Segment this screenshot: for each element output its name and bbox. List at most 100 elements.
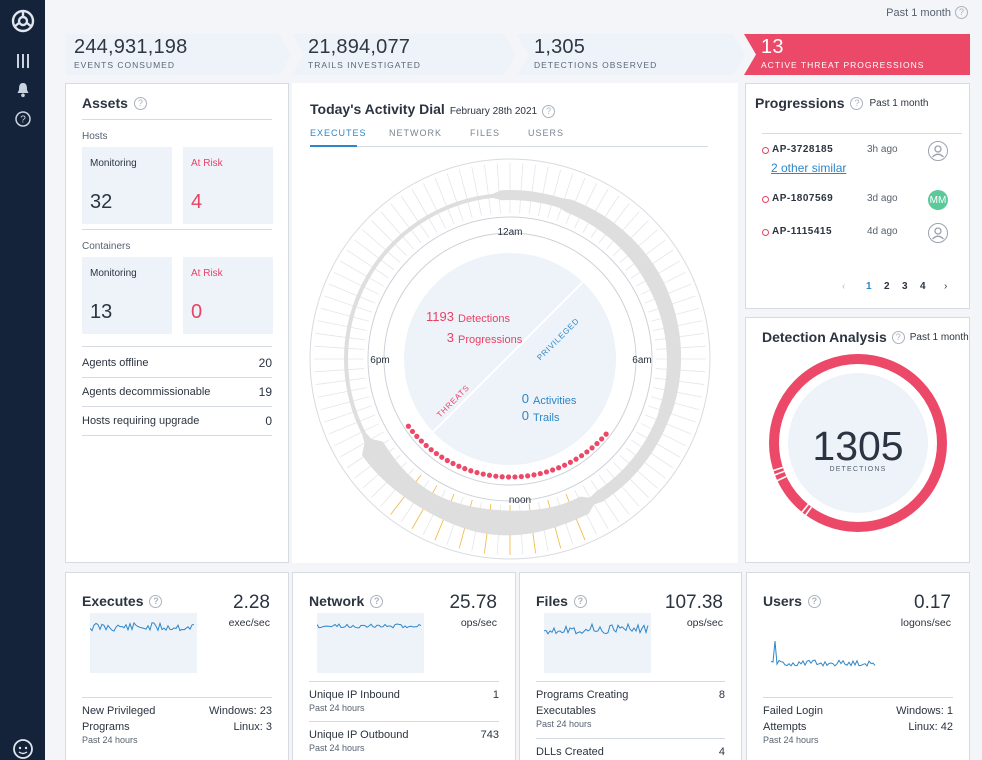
card-rate: 0.17: [914, 592, 951, 613]
tile-value: 32: [90, 191, 113, 213]
dial-tick: [605, 468, 640, 507]
tab-users[interactable]: USERS: [528, 128, 565, 138]
dial-tick: [471, 166, 482, 216]
agents-offline-row[interactable]: Agents offline 20: [82, 349, 272, 378]
chevron-right-icon[interactable]: ›: [944, 281, 948, 292]
dlls-created-row[interactable]: DLLs Created 4: [536, 738, 725, 760]
donut-ring: [769, 354, 947, 532]
dial-tick: [640, 423, 686, 447]
detection-donut[interactable]: 1305 DETECTIONS: [746, 318, 971, 564]
failed-login-attempts-row[interactable]: Failed Login Attempts Past 24 hours Wind…: [763, 697, 953, 753]
similar-link[interactable]: 2 other similar: [771, 161, 847, 175]
help-icon[interactable]: ?: [955, 6, 968, 19]
agents-decommissionable-row[interactable]: Agents decommissionable 19: [82, 378, 272, 407]
new-privileged-programs-row[interactable]: New Privileged Programs Past 24 hours Wi…: [82, 697, 272, 753]
stat-active-threat-progressions[interactable]: 13 Active threat progressions: [744, 34, 970, 75]
trails-value: 0: [522, 408, 529, 423]
side-nav: ?: [0, 0, 45, 760]
detection-dot: [428, 447, 434, 453]
card-rows: Unique IP Inbound Past 24 hours 1 Unique…: [309, 681, 499, 760]
unique-ip-outbound-row[interactable]: Unique IP Outbound Past 24 hours 743: [309, 721, 499, 760]
card-header: Executes?: [82, 593, 163, 609]
tab-files[interactable]: FILES: [470, 128, 501, 138]
page-1[interactable]: 1: [866, 281, 872, 292]
detection-analysis-header: Detection Analysis ? Past 1 month: [762, 329, 969, 345]
row-value-linux: Linux: 42: [908, 721, 953, 733]
tab-executes[interactable]: EXECUTES: [310, 128, 367, 138]
row-label: Agents decommissionable: [82, 386, 211, 398]
bell-icon[interactable]: [8, 77, 38, 103]
users-card[interactable]: Users? 0.17 logons/sec Failed Login Atte…: [746, 572, 970, 760]
page-3[interactable]: 3: [902, 281, 908, 292]
help-icon[interactable]: ?: [573, 594, 587, 608]
hosts-monitoring-tile[interactable]: Monitoring 32: [82, 147, 172, 224]
network-card[interactable]: Network? 25.78 ops/sec Unique IP Inbound…: [292, 572, 516, 760]
dial-header: Today's Activity Dial February 28th 2021…: [310, 101, 556, 118]
progressions-header: Progressions ? Past 1 month: [755, 95, 928, 111]
detection-dot: [444, 457, 450, 464]
page-4[interactable]: 4: [920, 281, 926, 292]
hosts-requiring-upgrade-row[interactable]: Hosts requiring upgrade 0: [82, 407, 272, 436]
help-icon[interactable]: ?: [149, 594, 163, 608]
stat-value: 244,931,198: [74, 36, 188, 58]
row-value: 0: [265, 414, 272, 428]
dial-tick: [314, 345, 365, 350]
help-icon[interactable]: ?: [370, 594, 384, 608]
hosts-at-risk-tile[interactable]: At Risk 4: [183, 147, 273, 224]
unique-ip-inbound-row[interactable]: Unique IP Inbound Past 24 hours 1: [309, 681, 499, 721]
help-icon[interactable]: ?: [542, 105, 556, 118]
help-icon[interactable]: ?: [807, 594, 821, 608]
dial-tick: [390, 203, 422, 244]
dial-title: Today's Activity Dial: [310, 101, 445, 117]
assignee-avatar[interactable]: MM: [928, 190, 948, 210]
help-icon[interactable]: ?: [850, 96, 864, 110]
stat-label: Trails investigated: [308, 60, 421, 70]
dial-tick: [446, 173, 464, 221]
unassigned-user-icon[interactable]: [928, 223, 948, 243]
dial-tick: [314, 368, 365, 373]
card-rate-unit: ops/sec: [686, 617, 723, 629]
help-icon[interactable]: ?: [133, 96, 147, 110]
dial-inner-ring: [367, 216, 653, 502]
help-icon[interactable]: ?: [891, 330, 905, 344]
progression-row[interactable]: AP-1115415 4d ago: [762, 223, 952, 243]
dial-tick: [315, 333, 366, 341]
detection-dot: [414, 433, 420, 439]
period-selector[interactable]: Past 1 month ?: [886, 6, 968, 19]
detection-dots: [405, 423, 609, 480]
programs-creating-executables-row[interactable]: Programs Creating Executables Past 24 ho…: [536, 681, 725, 738]
containers-monitoring-tile[interactable]: Monitoring 13: [82, 257, 172, 334]
activity-dial[interactable]: 12am 6am noon 6pm 1193 Detections 3 Prog…: [292, 83, 738, 563]
dial-tick: [650, 396, 700, 411]
detection-total-label: DETECTIONS: [829, 466, 886, 473]
active-tab-indicator: [310, 145, 357, 147]
tab-network[interactable]: NETWORK: [389, 128, 442, 138]
progression-row[interactable]: AP-1807569 3d ago MM: [762, 190, 952, 210]
user-avatar-icon[interactable]: [8, 736, 38, 760]
stat-label: Active threat progressions: [761, 60, 925, 70]
executes-card[interactable]: Executes? 2.28 exec/sec New Privileged P…: [65, 572, 289, 760]
files-card[interactable]: Files? 107.38 ops/sec Programs Creating …: [519, 572, 742, 760]
row-label: DLLs Created: [536, 746, 604, 758]
detection-dot: [462, 466, 468, 472]
unassigned-user-icon[interactable]: [928, 141, 948, 161]
progressions-title: Progressions: [755, 95, 845, 111]
chevron-left-icon[interactable]: ‹: [842, 281, 846, 292]
detection-dot: [567, 459, 573, 465]
dial-tick: [519, 163, 524, 214]
progression-row[interactable]: AP-3728185 3h ago: [762, 141, 952, 161]
containers-at-risk-tile[interactable]: At Risk 0: [183, 257, 273, 334]
dial-tick: [653, 387, 703, 398]
logo-icon[interactable]: [8, 6, 38, 36]
donut-gap: [805, 506, 813, 516]
containers-label: Containers: [82, 241, 131, 252]
help-icon[interactable]: ?: [8, 106, 38, 132]
assets-panel: Assets ? Hosts Monitoring 32 At Risk 4 C…: [65, 83, 289, 563]
hosts-label: Hosts: [82, 131, 108, 142]
dial-tick: [631, 439, 674, 469]
bars-icon[interactable]: [8, 48, 38, 74]
executes-sparkline: [89, 613, 197, 673]
dial-tick: [538, 166, 549, 216]
page-2[interactable]: 2: [884, 281, 890, 292]
dial-tick: [648, 405, 696, 423]
